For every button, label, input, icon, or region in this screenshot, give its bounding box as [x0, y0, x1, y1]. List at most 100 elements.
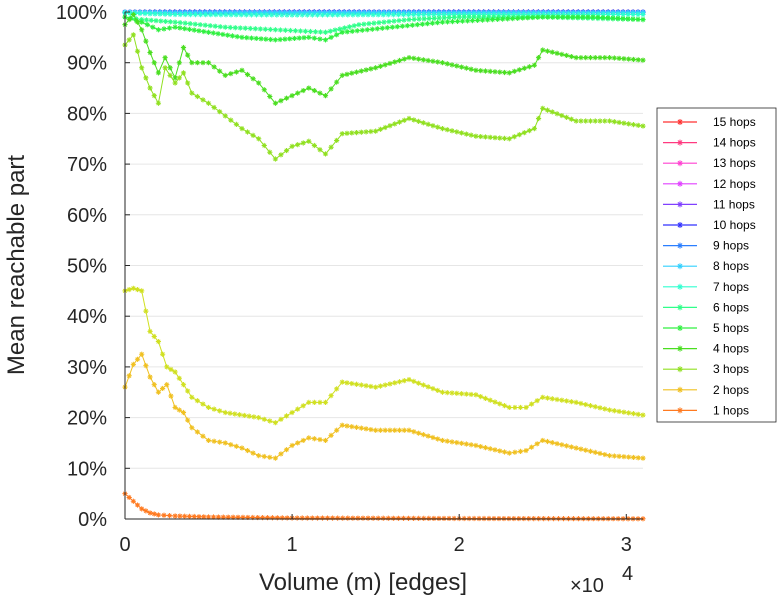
series-marker — [392, 59, 398, 65]
series-marker — [328, 34, 334, 40]
series-marker — [431, 515, 437, 522]
series-marker — [340, 515, 346, 521]
series-marker — [510, 15, 516, 22]
series-marker — [185, 417, 191, 423]
series-marker — [615, 15, 621, 21]
series-marker — [185, 52, 191, 58]
series-marker — [217, 9, 223, 16]
series-marker — [449, 390, 455, 396]
series-marker — [616, 119, 622, 126]
series-marker — [311, 399, 317, 405]
series-marker — [473, 67, 479, 73]
series-marker — [246, 413, 252, 419]
series-marker — [435, 124, 441, 130]
series-marker — [640, 412, 646, 418]
series-marker — [300, 437, 306, 444]
series-marker — [241, 412, 247, 419]
series-marker — [176, 75, 182, 81]
series-marker — [306, 34, 312, 40]
series-marker — [205, 404, 212, 411]
series-marker — [626, 454, 632, 460]
series-marker — [487, 134, 493, 140]
series-marker — [568, 53, 574, 60]
series-marker — [620, 15, 626, 22]
series-marker — [239, 34, 245, 40]
x-scale-exponent: 4 — [622, 563, 633, 585]
series-marker — [471, 14, 477, 20]
series-marker — [222, 24, 228, 30]
series-marker — [227, 9, 233, 16]
series-marker — [311, 142, 317, 149]
series-marker — [677, 119, 683, 125]
series-marker — [337, 26, 343, 32]
legend-label: 1 hops — [713, 403, 749, 417]
series-marker — [416, 380, 422, 386]
series-marker — [227, 24, 233, 31]
y-axis-label: Mean reachable part — [3, 155, 30, 375]
series-marker — [279, 12, 285, 18]
series-marker — [228, 12, 234, 18]
series-marker — [349, 70, 355, 76]
series-marker — [573, 55, 579, 61]
series-marker — [311, 35, 317, 41]
series-marker — [233, 443, 239, 449]
series-marker — [449, 62, 455, 68]
series-marker — [492, 69, 498, 75]
series-marker — [464, 18, 471, 24]
series-marker — [414, 22, 421, 28]
series-marker — [611, 408, 617, 414]
series-marker — [468, 132, 474, 138]
series-marker — [436, 11, 442, 18]
series-marker — [620, 11, 626, 18]
series-marker — [147, 510, 153, 516]
series-marker — [595, 14, 601, 20]
series-marker — [461, 14, 467, 20]
series-marker — [406, 376, 412, 383]
series-marker — [635, 122, 641, 128]
series-marker — [516, 67, 522, 73]
series-marker — [232, 9, 238, 16]
series-marker — [406, 55, 412, 61]
series-marker — [511, 11, 517, 18]
series-marker — [267, 93, 273, 100]
series-marker — [626, 121, 632, 127]
series-marker — [368, 383, 374, 390]
series-marker — [277, 9, 283, 16]
series-marker — [555, 14, 561, 20]
y-tick-label: 80% — [67, 103, 107, 125]
series-marker — [458, 64, 465, 70]
series-marker — [540, 47, 546, 53]
series-marker — [605, 15, 611, 21]
series-marker — [172, 19, 178, 25]
series-marker — [353, 381, 360, 387]
series-marker — [153, 18, 159, 24]
series-marker — [295, 142, 301, 148]
series-marker — [610, 11, 616, 18]
series-marker — [492, 447, 498, 453]
series-marker — [172, 513, 178, 519]
series-marker — [426, 15, 432, 22]
series-marker — [127, 10, 133, 16]
series-marker — [324, 515, 331, 521]
series-marker — [126, 17, 132, 23]
series-marker — [606, 407, 613, 413]
series-marker — [358, 425, 364, 431]
series-marker — [339, 29, 345, 35]
series-marker — [279, 515, 285, 521]
series-marker — [430, 434, 436, 441]
series-marker — [554, 50, 560, 56]
series-marker — [311, 436, 317, 442]
series-marker — [473, 442, 479, 449]
legend-label: 13 hops — [713, 156, 756, 170]
series-marker — [380, 12, 386, 18]
series-marker — [615, 11, 621, 18]
series-marker — [476, 14, 482, 20]
series-marker — [155, 338, 162, 345]
series-marker — [130, 32, 136, 38]
series-marker — [373, 427, 379, 433]
series-marker — [441, 515, 447, 522]
series-marker — [382, 382, 388, 388]
legend-marker — [677, 242, 683, 249]
series-marker — [506, 404, 512, 411]
series-marker — [560, 11, 567, 18]
